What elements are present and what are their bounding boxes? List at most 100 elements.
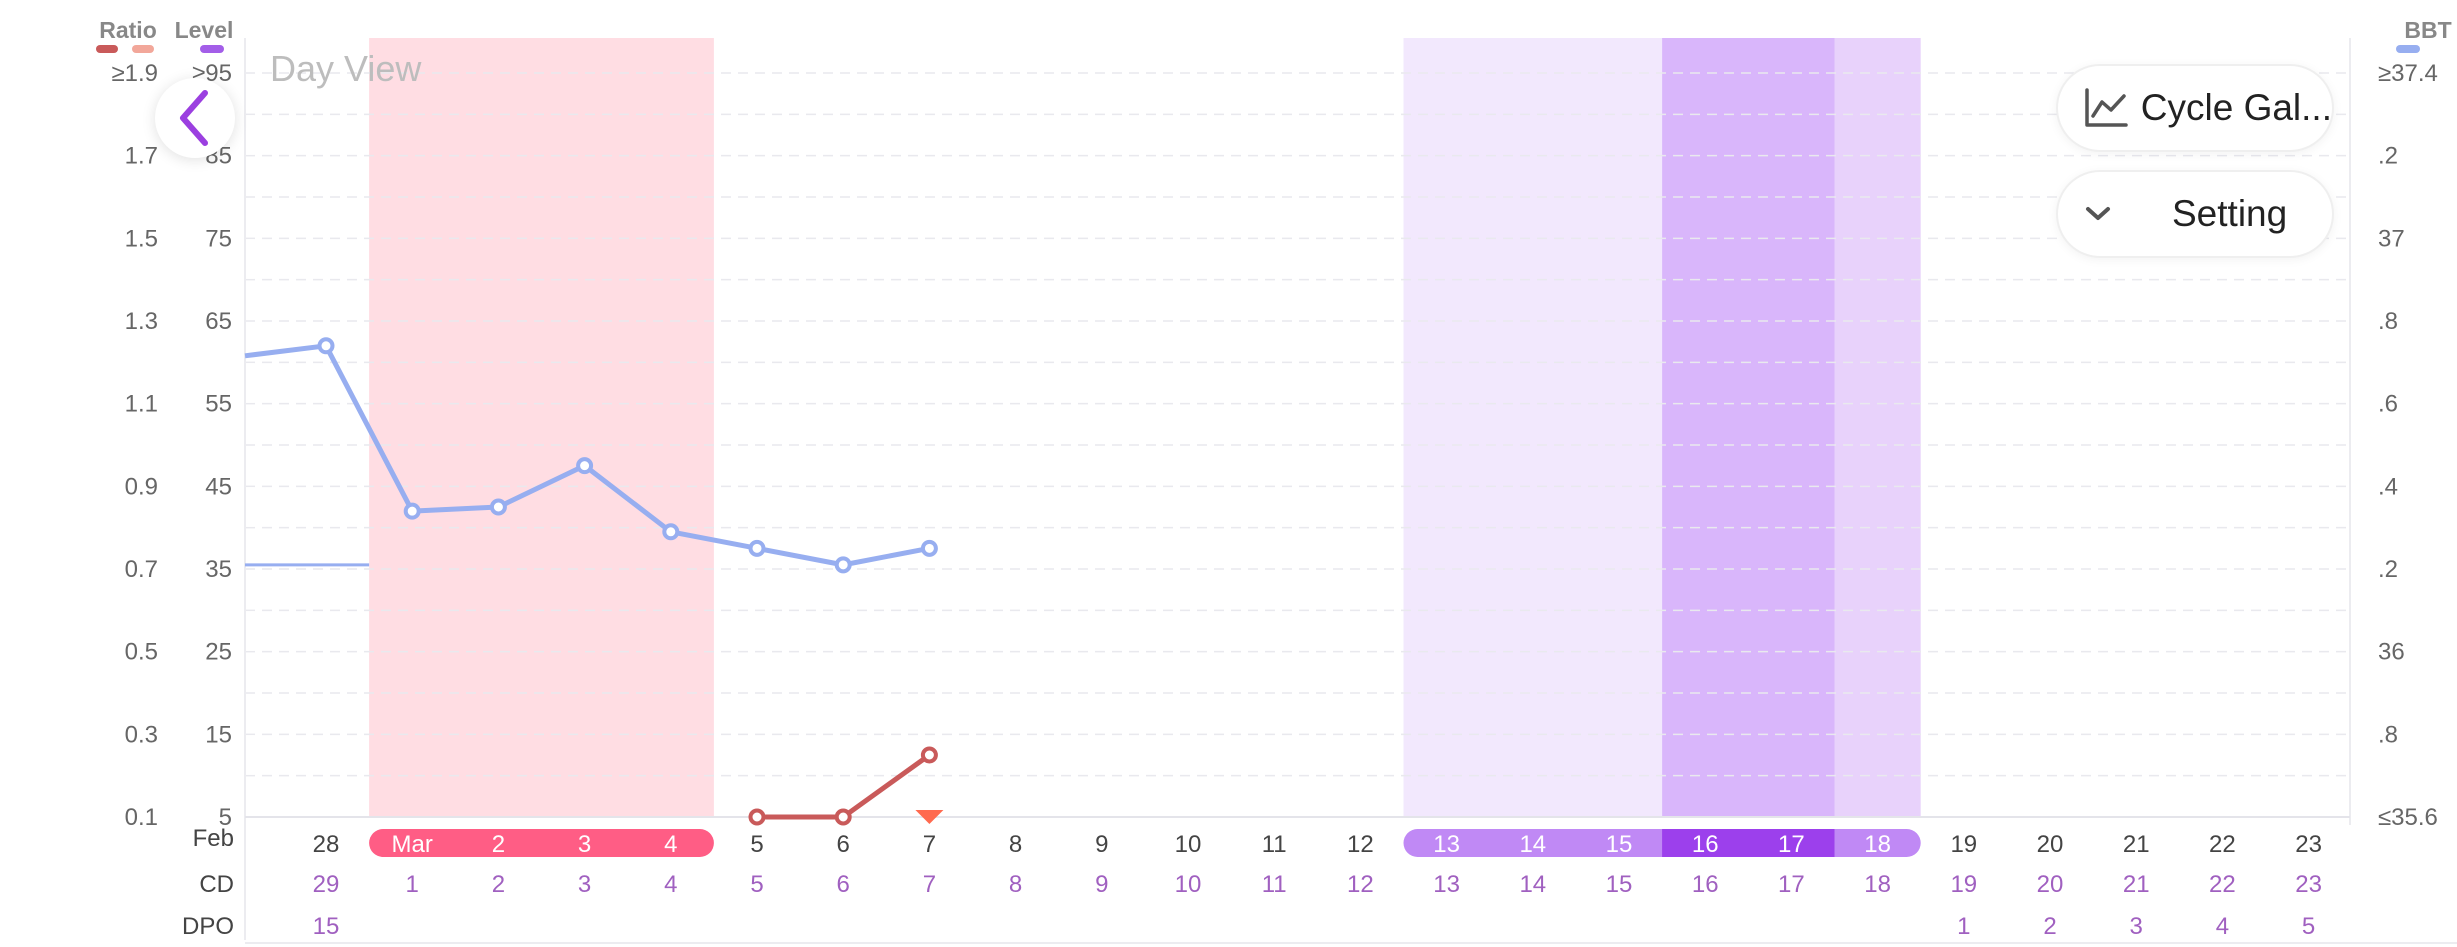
ratio-tick-label: 1.5 [125,225,158,252]
dpo-label: 2 [2043,913,2056,940]
ratio-tick-label: ≥1.9 [111,60,158,87]
cycle-day-label: 8 [1009,871,1022,898]
bbt-point [920,539,938,557]
date-label: 8 [1009,831,1022,858]
date-label: 12 [1347,831,1374,858]
peak-band [1662,38,1835,817]
cycle-day-label: 13 [1433,871,1460,898]
chevron-down-icon [2084,205,2134,223]
date-label: 28 [313,831,340,858]
line-chart-icon [2084,88,2129,128]
dpo-label: 15 [313,913,340,940]
date-label: 6 [837,831,850,858]
date-label: 18 [1864,831,1891,858]
ratio-tick-label: 0.1 [125,804,158,831]
level-tick-label: 65 [205,308,232,335]
cycle-day-label: 10 [1175,871,1202,898]
cycle-day-label: 14 [1519,871,1546,898]
setting-button[interactable]: Setting [2056,170,2334,258]
fertile-band-late [1834,38,1921,817]
day-rows: 282915Mar1223344556677889910101111121213… [313,829,2322,940]
date-label: 22 [2209,831,2236,858]
bbt-tick-label: .8 [2378,721,2398,748]
date-label: 14 [1519,831,1546,858]
setting-label: Setting [2172,193,2288,234]
bbt-tick-label: .4 [2378,473,2398,500]
level-tick-label: 25 [205,639,232,666]
bbt-axis-header: BBT [2404,17,2451,43]
bbt-tick-label: .2 [2378,556,2398,583]
date-label: 16 [1692,831,1719,858]
date-label: 9 [1095,831,1108,858]
cycle-day-label: 19 [1950,871,1977,898]
date-label: 5 [750,831,763,858]
ratio-light-swatch [132,45,154,53]
bbt-tick-label: ≤35.6 [2378,804,2438,831]
date-label: 10 [1175,831,1202,858]
dpo-label: 3 [2130,913,2143,940]
cycle-day-label: 7 [923,871,936,898]
ratio-tick-label: 1.1 [125,391,158,418]
bbt-point [317,337,335,355]
cycle-day-label: 5 [750,871,763,898]
bbt-point [576,457,594,475]
level-axis-header: Level [175,17,234,43]
ratio-axis-header: Ratio [99,17,157,43]
date-label: 13 [1433,831,1460,858]
data-series [244,337,944,826]
peak-date-pill [1662,829,1835,857]
cycle-day-label: 12 [1347,871,1374,898]
ratio-tick-label: 0.9 [125,473,158,500]
bbt-point [662,523,680,541]
cycle-day-label: 9 [1095,871,1108,898]
cycle-day-label: 20 [2037,871,2064,898]
bbt-point [403,502,421,520]
ratio-tick-label: 0.3 [125,721,158,748]
dpo-row-header: DPO [182,913,234,940]
ratio-point [748,808,766,826]
cycle-day-label: 23 [2295,871,2322,898]
ratio-tick-label: 1.3 [125,308,158,335]
ratio-tick-label: 1.7 [125,143,158,170]
ratio-tick-label: 0.7 [125,556,158,583]
bbt-point [834,556,852,574]
date-label: 4 [664,831,677,858]
bbt-tick-label: .8 [2378,308,2398,335]
cycle-day-label: 21 [2123,871,2150,898]
cycle-day-label: 29 [313,871,340,898]
cycle-day-label: 18 [1864,871,1891,898]
dpo-label: 1 [1957,913,1970,940]
bbt-line [323,344,930,568]
bbt-lead-in [244,343,327,359]
cycle-day-label: 17 [1778,871,1805,898]
cycle-day-label: 22 [2209,871,2236,898]
view-mode-label: Day View [270,48,422,89]
date-row-header: Feb [193,825,234,852]
ratio-dark-swatch [96,45,118,53]
date-label: 17 [1778,831,1805,858]
date-label: Mar [392,831,433,858]
level-tick-label: 35 [205,556,232,583]
date-label: 21 [2123,831,2150,858]
bbt-swatch [2396,45,2420,53]
bbt-tick-label: .6 [2378,391,2398,418]
bbt-tick-label: 36 [2378,639,2405,666]
date-label: 20 [2037,831,2064,858]
cycle-day-label: 15 [1606,871,1633,898]
ratio-point [920,746,938,764]
date-label: 3 [578,831,591,858]
bbt-tick-label: ≥37.4 [2378,60,2438,87]
ratio-line [757,752,931,820]
bbt-point [748,539,766,557]
cycle-day-label: 2 [492,871,505,898]
cycle-day-label: 3 [578,871,591,898]
bbt-tick-label: 37 [2378,225,2405,252]
dpo-label: 4 [2216,913,2229,940]
cycle-day-label: 1 [406,871,419,898]
period-band [369,38,714,817]
level-tick-label: 75 [205,225,232,252]
back-button[interactable] [155,78,235,158]
cycle-gallery-button[interactable]: Cycle Gal... [2056,64,2334,152]
marker-triangle [915,810,944,824]
